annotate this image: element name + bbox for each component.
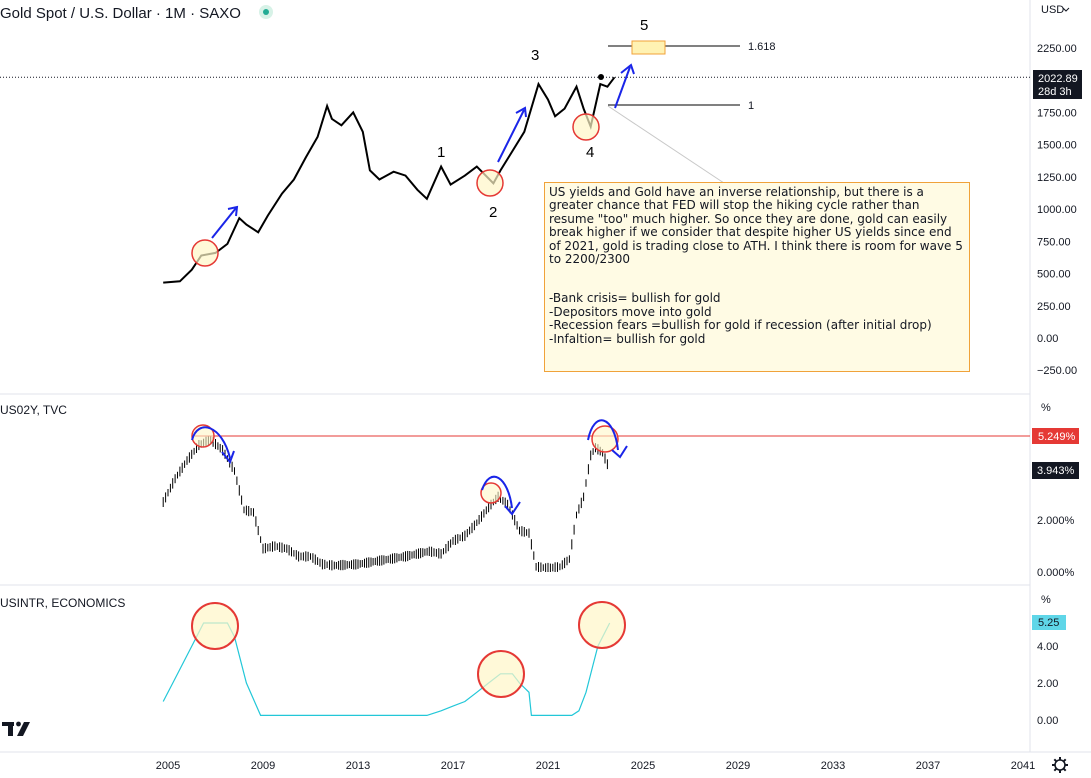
time-tick-label: 2029 bbox=[726, 760, 750, 772]
gold-tick-label: 1500.00 bbox=[1037, 140, 1077, 152]
gold-countdown: 28d 3h bbox=[1038, 86, 1072, 98]
tradingview-logo-icon[interactable] bbox=[2, 721, 30, 736]
us02y-title[interactable]: US02Y, TVC bbox=[0, 403, 67, 417]
us02y-last-value: 3.943% bbox=[1037, 465, 1075, 477]
usintr-axis[interactable]: 0.00 2.00 4.00 bbox=[1037, 641, 1058, 727]
usintr-unit: % bbox=[1041, 594, 1051, 606]
gold-last-price: 2022.89 bbox=[1038, 73, 1078, 85]
note-bullet: -Bank crisis= bullish for gold bbox=[549, 291, 721, 306]
us02y-bars[interactable] bbox=[162, 436, 608, 572]
fib-trend-line[interactable] bbox=[607, 105, 743, 196]
arrow-head-icon bbox=[515, 106, 527, 118]
note-bullets: -Bank crisis= bullish for gold -Deposito… bbox=[549, 292, 965, 346]
usintr-tick-label: 0.00 bbox=[1037, 715, 1058, 727]
circle-marker[interactable] bbox=[477, 650, 525, 698]
circle-marker[interactable] bbox=[591, 425, 619, 453]
time-tick-label: 2037 bbox=[916, 760, 940, 772]
wave-label-2[interactable]: 2 bbox=[489, 204, 497, 221]
time-tick-label: 2009 bbox=[251, 760, 275, 772]
circle-marker[interactable] bbox=[578, 601, 626, 649]
arc-arrow-down-icon[interactable] bbox=[191, 426, 231, 459]
time-tick-label: 2033 bbox=[821, 760, 845, 772]
us02y-tick-label: 0.000% bbox=[1037, 567, 1075, 579]
circle-marker[interactable] bbox=[480, 482, 502, 504]
arc-arrow-down-icon[interactable] bbox=[587, 419, 619, 451]
gold-tick-label: 2250.00 bbox=[1037, 43, 1077, 55]
fib-label-1: 1 bbox=[748, 100, 754, 112]
gold-annotation-circles[interactable] bbox=[191, 113, 600, 267]
last-price-dot bbox=[598, 74, 604, 80]
us02y-last-tag[interactable]: 3.943% bbox=[1032, 462, 1079, 479]
note-bullet: -Infaltion= bullish for gold bbox=[549, 331, 706, 346]
time-tick-label: 2017 bbox=[441, 760, 465, 772]
circle-marker[interactable] bbox=[191, 239, 219, 267]
us02y-annotations[interactable] bbox=[191, 419, 628, 516]
arrow-head-icon bbox=[227, 205, 239, 217]
time-tick-label: 2041 bbox=[1011, 760, 1035, 772]
target-box[interactable] bbox=[631, 40, 666, 55]
usintr-last-tag[interactable]: 5.25 bbox=[1032, 615, 1066, 630]
gold-tick-label: 1000.00 bbox=[1037, 204, 1077, 216]
note-bullet: -Depositors move into gold bbox=[549, 304, 712, 319]
gold-tick-label: 250.00 bbox=[1037, 301, 1071, 313]
arrow-up-icon[interactable] bbox=[614, 66, 631, 109]
us02y-tick-label: 2.000% bbox=[1037, 515, 1075, 527]
time-tick-label: 2025 bbox=[631, 760, 655, 772]
arrow-up-icon[interactable] bbox=[211, 207, 237, 239]
arrow-up-icon[interactable] bbox=[497, 109, 525, 163]
gold-tick-label: −250.00 bbox=[1037, 365, 1077, 377]
usintr-tick-label: 2.00 bbox=[1037, 678, 1058, 690]
gold-tick-label: 750.00 bbox=[1037, 236, 1071, 248]
gear-icon[interactable] bbox=[1052, 757, 1068, 773]
gold-price-axis[interactable]: −250.00 0.00 250.00 500.00 750.00 1000.00 1250… bbox=[1037, 43, 1077, 377]
us02y-axis[interactable]: 0.000% 2.000% bbox=[1037, 515, 1075, 579]
gold-tick-label: 0.00 bbox=[1037, 333, 1058, 345]
time-axis[interactable]: 2005 2009 2013 2017 2021 2025 2029 2033 2037 2041 bbox=[156, 760, 1035, 772]
chevron-down-icon[interactable] bbox=[1062, 7, 1070, 12]
gold-last-price-tag[interactable]: 2022.89 28d 3h bbox=[1033, 70, 1082, 99]
circle-marker[interactable] bbox=[476, 169, 504, 197]
gold-tick-label: 500.00 bbox=[1037, 269, 1071, 281]
circle-marker[interactable] bbox=[191, 602, 239, 650]
us02y-unit: % bbox=[1041, 402, 1051, 414]
usintr-title[interactable]: USINTR, ECONOMICS bbox=[0, 596, 125, 610]
wave-label-4[interactable]: 4 bbox=[586, 144, 594, 161]
arc-arrow-down-icon[interactable] bbox=[481, 475, 513, 509]
wave-label-5[interactable]: 5 bbox=[640, 17, 648, 34]
usintr-tick-label: 4.00 bbox=[1037, 641, 1058, 653]
gold-annotation-arrows[interactable] bbox=[211, 63, 635, 239]
gold-price-line[interactable] bbox=[163, 76, 616, 284]
gold-tick-label: 1250.00 bbox=[1037, 172, 1077, 184]
time-tick-label: 2021 bbox=[536, 760, 560, 772]
wave-label-3[interactable]: 3 bbox=[531, 47, 539, 64]
arrow-head-icon bbox=[620, 63, 635, 75]
usintr-last-value: 5.25 bbox=[1038, 617, 1059, 629]
usintr-annotations[interactable] bbox=[191, 601, 626, 698]
time-tick-label: 2013 bbox=[346, 760, 370, 772]
elliott-wave-labels[interactable]: 1 2 3 4 5 bbox=[437, 17, 648, 221]
us02y-resistance-value: 5.249% bbox=[1038, 431, 1076, 443]
time-tick-label: 2005 bbox=[156, 760, 180, 772]
wave-label-1[interactable]: 1 bbox=[437, 144, 445, 161]
note-paragraph: US yields and Gold have an inverse relat… bbox=[549, 185, 963, 267]
gold-tick-label: 1750.00 bbox=[1037, 107, 1077, 119]
note-bullet: -Recession fears =bullish for gold if re… bbox=[549, 318, 932, 333]
chart-title: Gold Spot / U.S. Dollar · 1M · SAXO bbox=[0, 5, 241, 22]
us02y-resistance-tag[interactable]: 5.249% bbox=[1032, 428, 1079, 444]
circle-marker[interactable] bbox=[572, 113, 600, 141]
annotation-note[interactable]: US yields and Gold have an inverse relat… bbox=[544, 182, 970, 372]
currency-selector[interactable]: USD bbox=[1041, 4, 1064, 16]
fib-label-1618: 1.618 bbox=[748, 41, 776, 53]
